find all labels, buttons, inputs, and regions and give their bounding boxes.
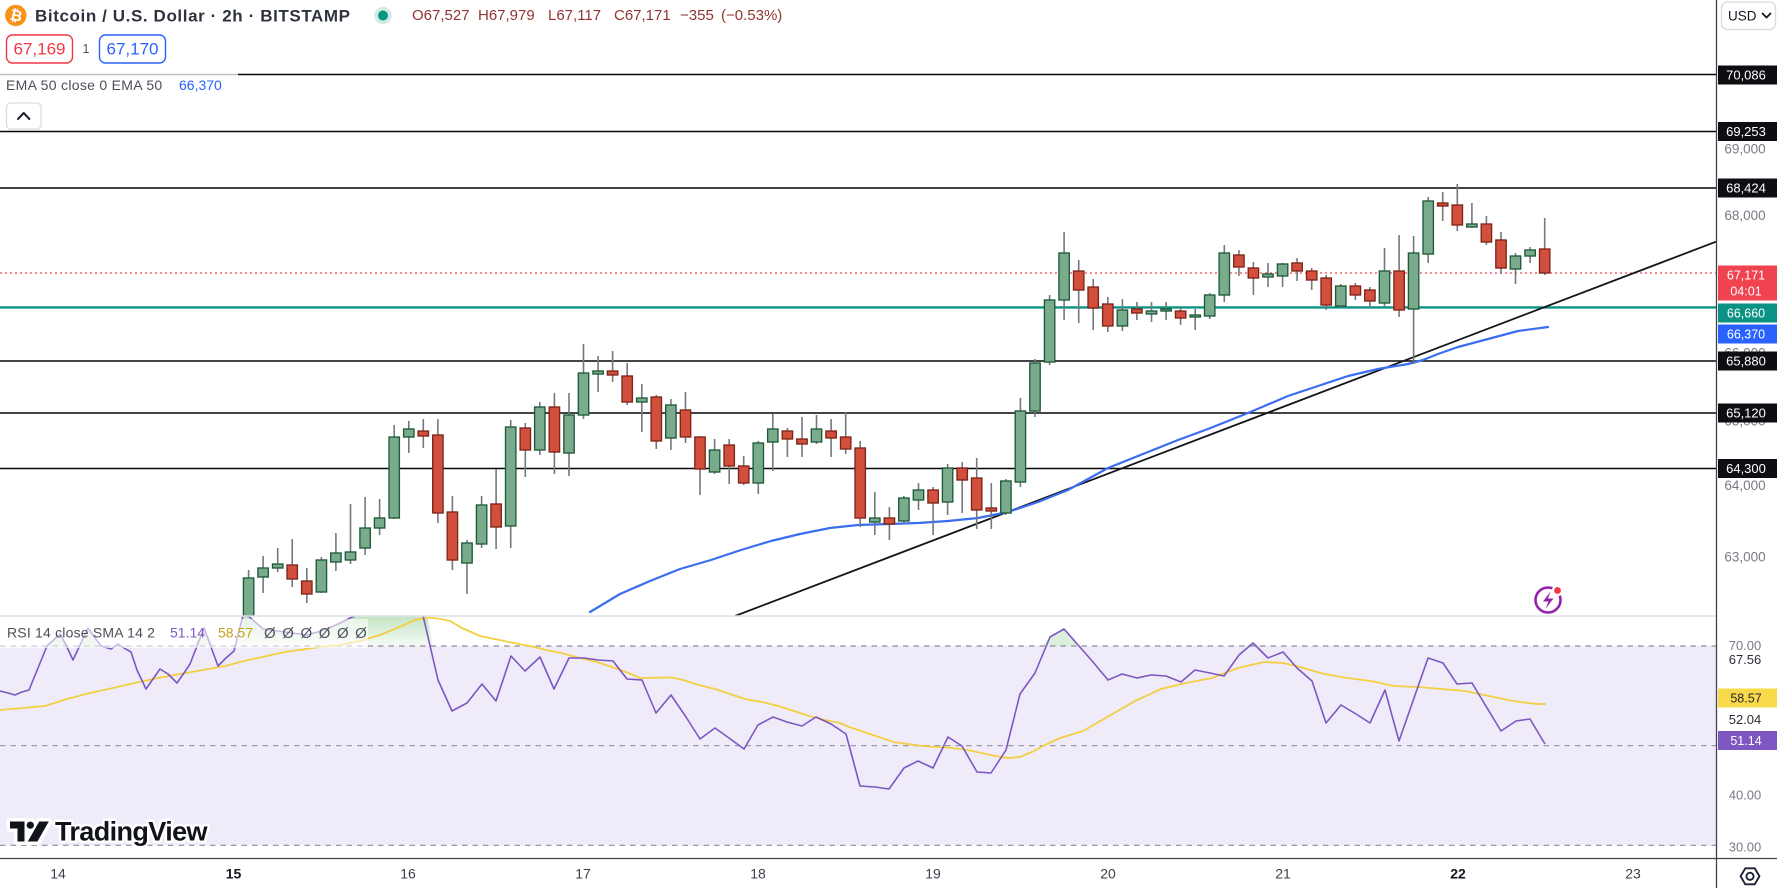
svg-text:22: 22 xyxy=(1450,866,1466,882)
svg-text:(−0.53%): (−0.53%) xyxy=(721,7,782,24)
svg-text:23: 23 xyxy=(1625,866,1641,882)
svg-text:68,000: 68,000 xyxy=(1724,208,1765,223)
svg-text:C67,171: C67,171 xyxy=(614,7,671,24)
svg-text:67.56: 67.56 xyxy=(1729,652,1762,667)
svg-text:51.14: 51.14 xyxy=(170,625,205,641)
svg-text:−355: −355 xyxy=(680,7,714,24)
svg-text:70.00: 70.00 xyxy=(1729,638,1762,653)
svg-text:TradingView: TradingView xyxy=(55,817,209,847)
svg-text:70,086: 70,086 xyxy=(1726,68,1766,83)
svg-text:16: 16 xyxy=(400,866,416,882)
svg-text:64,300: 64,300 xyxy=(1726,461,1766,476)
svg-text:67,171: 67,171 xyxy=(1727,269,1765,283)
svg-text:66,370: 66,370 xyxy=(179,77,222,93)
svg-text:63,000: 63,000 xyxy=(1724,550,1765,565)
svg-text:L67,117: L67,117 xyxy=(548,7,601,24)
svg-text:51.14: 51.14 xyxy=(1730,734,1761,748)
svg-text:58.57: 58.57 xyxy=(218,625,253,641)
svg-text:65,880: 65,880 xyxy=(1726,354,1766,369)
svg-text:Ø Ø Ø Ø Ø Ø: Ø Ø Ø Ø Ø Ø xyxy=(264,625,368,642)
svg-text:21: 21 xyxy=(1275,866,1291,882)
svg-text:40.00: 40.00 xyxy=(1729,788,1762,803)
svg-text:19: 19 xyxy=(925,866,941,882)
svg-text:H67,979: H67,979 xyxy=(478,7,535,24)
svg-text:64,000: 64,000 xyxy=(1724,478,1765,493)
svg-text:67,170: 67,170 xyxy=(107,40,159,59)
svg-text:14: 14 xyxy=(50,866,66,882)
svg-text:58.57: 58.57 xyxy=(1730,692,1761,706)
svg-text:69,000: 69,000 xyxy=(1724,142,1765,157)
svg-text:O67,527: O67,527 xyxy=(412,7,470,24)
svg-text:EMA 50 close 0 EMA 50: EMA 50 close 0 EMA 50 xyxy=(6,77,163,93)
svg-text:52.04: 52.04 xyxy=(1729,712,1762,727)
svg-text:1: 1 xyxy=(83,42,90,56)
svg-text:Bitcoin / U.S. Dollar · 2h · B: Bitcoin / U.S. Dollar · 2h · BITSTAMP xyxy=(35,7,351,26)
svg-text:04:01: 04:01 xyxy=(1730,285,1761,299)
svg-text:30.00: 30.00 xyxy=(1729,840,1762,855)
svg-text:67,169: 67,169 xyxy=(14,40,66,59)
svg-text:₿: ₿ xyxy=(8,7,24,26)
svg-text:17: 17 xyxy=(575,866,591,882)
svg-text:RSI 14 close SMA 14 2: RSI 14 close SMA 14 2 xyxy=(7,625,155,641)
svg-text:20: 20 xyxy=(1100,866,1116,882)
svg-text:USD: USD xyxy=(1728,9,1757,24)
svg-text:18: 18 xyxy=(750,866,766,882)
svg-text:69,253: 69,253 xyxy=(1726,124,1766,139)
svg-text:15: 15 xyxy=(226,866,242,882)
svg-text:68,424: 68,424 xyxy=(1726,181,1766,196)
svg-text:66,370: 66,370 xyxy=(1727,328,1765,342)
svg-text:65,120: 65,120 xyxy=(1726,406,1766,421)
svg-text:66,660: 66,660 xyxy=(1727,307,1765,321)
